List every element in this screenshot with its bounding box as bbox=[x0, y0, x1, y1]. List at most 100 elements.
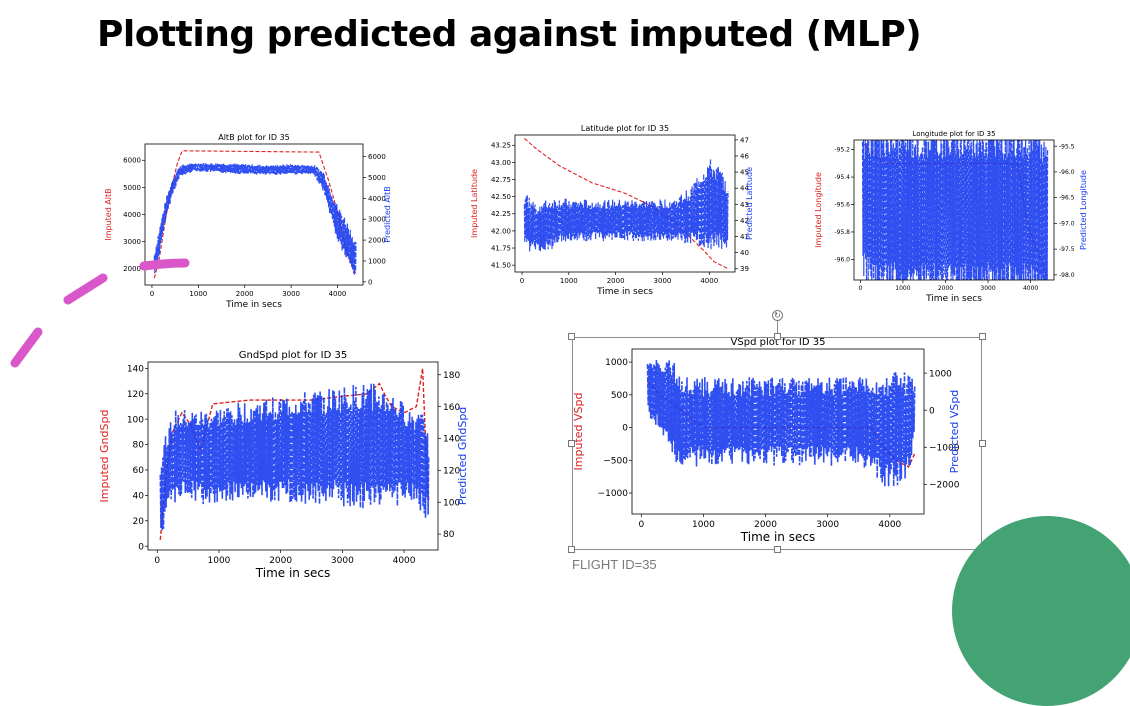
series-predicted bbox=[523, 158, 729, 252]
rotate-handle-stem bbox=[777, 321, 778, 337]
predicted-line bbox=[153, 162, 357, 275]
y-left-tick-label: 2000 bbox=[123, 265, 141, 273]
x-tick-label: 1000 bbox=[560, 277, 578, 285]
y-right-tick-label: 1000 bbox=[929, 369, 952, 379]
y-left-tick-label: 100 bbox=[127, 415, 144, 425]
y-left-tick-label: -95.8 bbox=[834, 229, 850, 236]
y-right-tick-label: 44 bbox=[740, 185, 749, 193]
y-right-tick-label: 40 bbox=[740, 249, 749, 257]
x-tick-label: 3000 bbox=[331, 556, 354, 566]
y-right-tick-label: 2000 bbox=[368, 237, 386, 245]
y-left-tick-label: 20 bbox=[133, 517, 145, 527]
rotate-handle-icon[interactable]: ↻ bbox=[772, 310, 783, 321]
y-left-tick-label: 5000 bbox=[123, 184, 141, 192]
chart-title: Longitude plot for ID 35 bbox=[912, 130, 995, 138]
pen-stroke-1 bbox=[139, 258, 190, 271]
plot-frame bbox=[514, 134, 736, 273]
x-tick-label: 1000 bbox=[189, 290, 207, 298]
x-tick-label: 1000 bbox=[208, 556, 231, 566]
y-right-tick-label: 6000 bbox=[368, 153, 386, 161]
y-left-tick-label: −500 bbox=[603, 456, 628, 466]
x-tick-label: 4000 bbox=[393, 556, 416, 566]
selection-box[interactable] bbox=[572, 337, 982, 550]
y-right-axis-label: Predicted GndSpd bbox=[456, 407, 469, 506]
slide-title: Plotting predicted against imputed (MLP) bbox=[97, 14, 922, 55]
x-tick-label: 0 bbox=[154, 556, 160, 566]
y-left-axis-label: Imputed VSpd bbox=[572, 393, 585, 471]
x-tick-label: 2000 bbox=[938, 285, 953, 292]
x-tick-label: 4000 bbox=[878, 520, 901, 530]
x-tick-label: 2000 bbox=[607, 277, 625, 285]
longitude-chart: 0 1000 2000 3000 4000 -96.0 -95.8 -95.6 -95.4 -95… bbox=[814, 130, 1088, 304]
y-right-axis-label: Predicted AltB bbox=[383, 186, 392, 242]
imputed-line bbox=[159, 368, 430, 540]
y-right-tick-label: -97.0 bbox=[1059, 220, 1075, 227]
decorative-green-circle bbox=[952, 516, 1130, 706]
y-right-tick-label: 120 bbox=[443, 466, 460, 476]
x-tick-label: 0 bbox=[520, 277, 524, 285]
y-right-tick-label: 140 bbox=[443, 435, 460, 445]
y-left-tick-label: 120 bbox=[127, 390, 144, 400]
resize-handle-right[interactable] bbox=[979, 440, 986, 447]
plot-frame bbox=[147, 361, 439, 551]
predicted-line bbox=[646, 359, 916, 487]
x-tick-label: 0 bbox=[858, 285, 862, 292]
y-left-axis-label: Imputed GndSpd bbox=[98, 410, 111, 503]
x-tick-label: 2000 bbox=[236, 290, 254, 298]
plot-frame bbox=[853, 139, 1055, 281]
series-imputed bbox=[159, 368, 430, 540]
y-right-tick-label: 46 bbox=[740, 152, 749, 160]
y-right-tick-label: -96.0 bbox=[1059, 169, 1075, 176]
y-left-tick-label: -95.6 bbox=[834, 202, 850, 209]
x-tick-label: 4000 bbox=[700, 277, 718, 285]
x-tick-label: 3000 bbox=[654, 277, 672, 285]
y-right-tick-label: 80 bbox=[443, 530, 455, 540]
y-left-axis-label: Imputed AltB bbox=[104, 188, 113, 240]
y-left-tick-label: 4000 bbox=[123, 211, 141, 219]
resize-handle-bottom[interactable] bbox=[774, 546, 781, 553]
y-left-tick-label: 140 bbox=[127, 365, 144, 375]
y-left-tick-label: 0 bbox=[138, 542, 144, 552]
chart-title: GndSpd plot for ID 35 bbox=[239, 350, 347, 361]
y-right-tick-label: -96.5 bbox=[1059, 195, 1075, 202]
y-right-tick-label: 5000 bbox=[368, 174, 386, 182]
x-axis-label: Time in secs bbox=[925, 294, 982, 304]
altb-chart: 0 1000 2000 3000 4000 2000 3000 4000 5000 6000 0 10… bbox=[104, 133, 392, 310]
resize-handle-top-left[interactable] bbox=[568, 333, 575, 340]
y-left-tick-label: 1000 bbox=[605, 358, 628, 368]
y-left-tick-label: 42.75 bbox=[491, 176, 511, 184]
y-right-axis-label: Predicted Latitude bbox=[745, 167, 754, 240]
x-tick-label: 1000 bbox=[692, 520, 715, 530]
pen-stroke-2 bbox=[63, 273, 108, 305]
pen-stroke-3 bbox=[10, 327, 43, 368]
vspd-chart: 0 1000 2000 3000 4000 −1000 −500 0 500 1000 −2000 −… bbox=[572, 337, 961, 544]
y-left-tick-label: 43.25 bbox=[491, 142, 511, 150]
y-right-tick-label: 4000 bbox=[368, 195, 386, 203]
y-right-tick-label: 0 bbox=[368, 278, 372, 286]
y-left-tick-label: 80 bbox=[133, 441, 145, 451]
x-axis-label: Time in secs bbox=[740, 530, 815, 544]
resize-handle-top[interactable] bbox=[774, 333, 781, 340]
x-tick-label: 4000 bbox=[329, 290, 347, 298]
x-axis-label: Time in secs bbox=[225, 300, 282, 310]
x-axis-label: Time in secs bbox=[596, 287, 653, 297]
x-tick-label: 3000 bbox=[816, 520, 839, 530]
flight-id-caption: FLIGHT ID=35 bbox=[572, 557, 657, 572]
y-left-tick-label: 40 bbox=[133, 492, 145, 502]
resize-handle-bottom-left[interactable] bbox=[568, 546, 575, 553]
x-tick-label: 0 bbox=[638, 520, 644, 530]
gndspd-chart: 0 1000 2000 3000 4000 0 20 40 60 80 100 120 140 80 100… bbox=[98, 350, 469, 580]
y-right-tick-label: −2000 bbox=[929, 480, 960, 490]
resize-handle-top-right[interactable] bbox=[979, 333, 986, 340]
y-left-tick-label: 43.00 bbox=[491, 159, 511, 167]
chart-title: Latitude plot for ID 35 bbox=[581, 124, 669, 133]
y-left-tick-label: 42.50 bbox=[491, 193, 511, 201]
y-left-tick-label: 0 bbox=[622, 424, 628, 434]
annotation-pen-strokes bbox=[10, 258, 190, 368]
y-left-axis-label: Imputed Longitude bbox=[814, 172, 823, 248]
y-left-tick-label: 500 bbox=[611, 391, 628, 401]
y-left-tick-label: 60 bbox=[133, 466, 145, 476]
y-right-axis-label: Predicted Longitude bbox=[1079, 170, 1088, 250]
resize-handle-left[interactable] bbox=[568, 440, 575, 447]
y-left-tick-label: -96.0 bbox=[834, 257, 850, 264]
